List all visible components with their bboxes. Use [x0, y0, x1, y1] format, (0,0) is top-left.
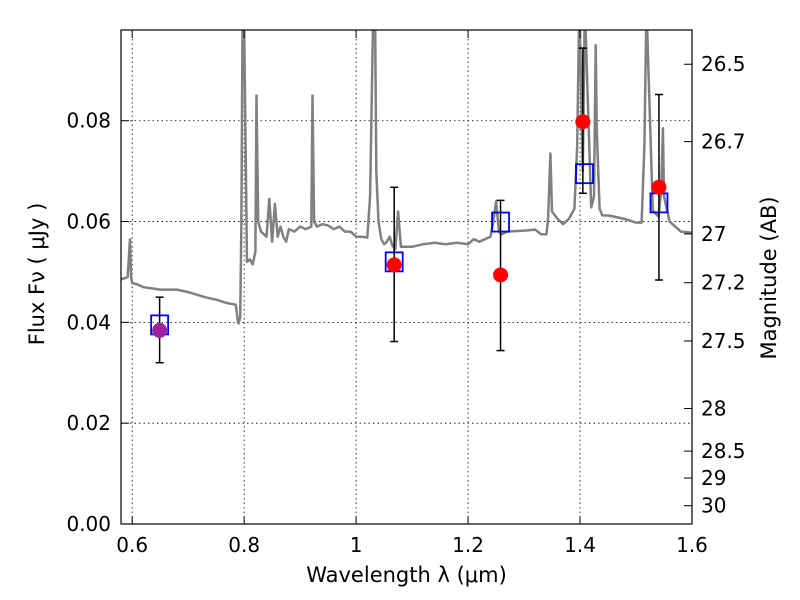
mag-tick-label: 30	[701, 494, 726, 518]
mag-tick-label: 26.7	[701, 130, 746, 154]
mag-tick-label: 27.2	[701, 271, 746, 295]
x-tick-label: 1.2	[452, 533, 484, 557]
x-tick-label: 1.4	[564, 533, 596, 557]
tick-layer: 0.6 0.8 1 1.2 1.4 1.6 0.00 0.02 0.04 0.06 0.08 26.5…	[66, 30, 746, 557]
y-tick-label: 0.08	[66, 109, 111, 133]
y2-axis-label: Magnitude (AB)	[757, 196, 781, 359]
observed-point	[575, 114, 591, 130]
grid	[121, 30, 693, 525]
mag-tick-label: 28	[701, 397, 726, 421]
data-layer	[121, 30, 692, 364]
x-axis-label: Wavelength λ (μm)	[306, 563, 507, 587]
x-tick-label: 1	[350, 533, 363, 557]
y-tick-label: 0.02	[66, 411, 111, 435]
mag-tick-label: 27.5	[701, 329, 746, 353]
mag-tick-label: 29	[701, 466, 726, 490]
y-tick-label: 0.04	[66, 310, 111, 334]
observed-point	[152, 322, 168, 338]
model-spectrum-line	[121, 30, 692, 325]
mag-tick-label: 28.5	[701, 439, 746, 463]
observed-point	[493, 267, 509, 283]
x-tick-label: 1.6	[676, 533, 708, 557]
model-square-marker	[575, 163, 594, 185]
observed-point	[651, 179, 667, 195]
x-tick-label: 0.6	[116, 533, 148, 557]
plot-area	[121, 30, 692, 364]
mag-tick-label: 27	[701, 222, 726, 246]
observed-point	[386, 257, 402, 273]
plot-frame	[120, 29, 693, 525]
y-axis-label: Flux Fν ( μJy )	[25, 203, 49, 346]
mag-tick-label: 26.5	[701, 52, 746, 76]
x-tick-label: 0.8	[228, 533, 260, 557]
y-tick-label: 0.06	[66, 210, 111, 234]
y-tick-label: 0.00	[66, 512, 111, 536]
